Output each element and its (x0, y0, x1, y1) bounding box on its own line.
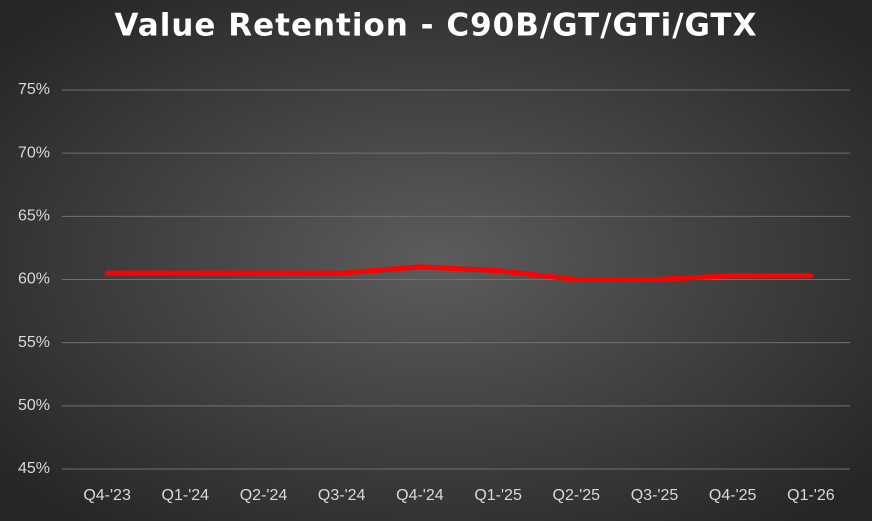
x-tick-label: Q2-'24 (240, 487, 288, 504)
x-tick-label: Q2-'25 (553, 487, 601, 504)
y-tick-label: 55% (18, 334, 50, 351)
x-tick-label: Q4-'25 (709, 487, 757, 504)
chart-title: Value Retention - C90B/GT/GTi/GTX (115, 8, 758, 44)
y-tick-label: 75% (18, 81, 50, 98)
x-tick-label: Q4-'24 (396, 487, 444, 504)
x-tick-label: Q4-'23 (83, 487, 131, 504)
y-tick-label: 65% (18, 208, 50, 225)
x-tick-label: Q1-'25 (474, 487, 522, 504)
x-tick-label: Q1-'26 (787, 487, 835, 504)
x-tick-label: Q3-'24 (318, 487, 366, 504)
y-tick-label: 70% (18, 144, 50, 161)
x-tick-label: Q1-'24 (162, 487, 210, 504)
x-tick-label: Q3-'25 (631, 487, 679, 504)
y-tick-label: 50% (18, 397, 50, 414)
y-tick-label: 60% (18, 271, 50, 288)
line-series (104, 264, 814, 282)
y-tick-label: 45% (18, 460, 50, 477)
